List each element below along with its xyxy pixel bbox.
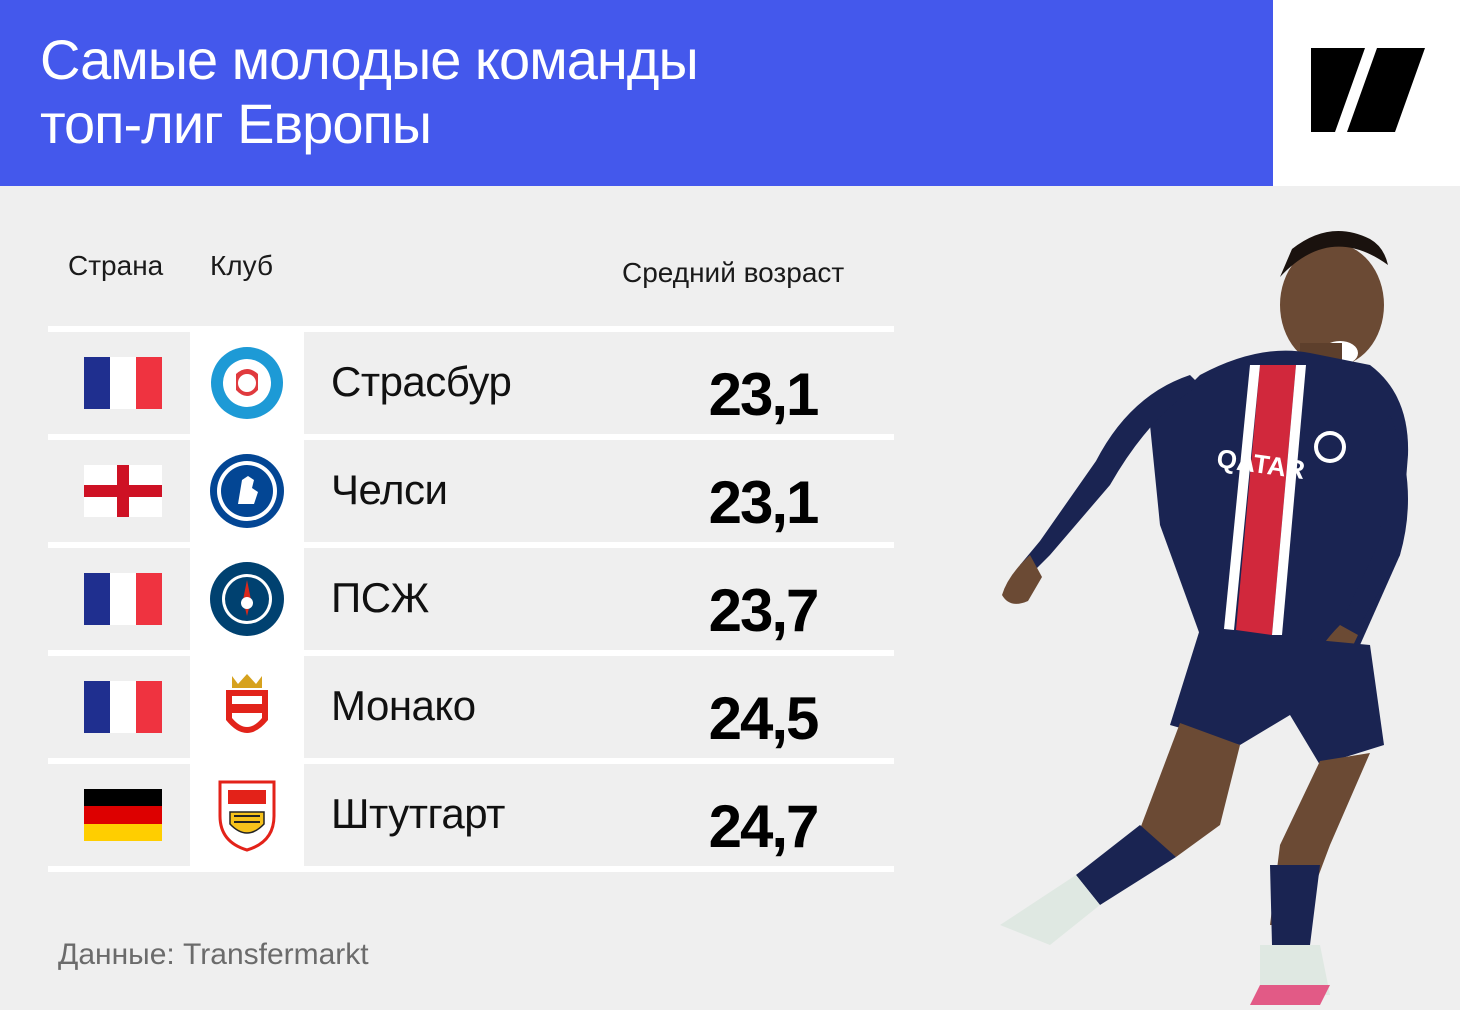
club-name: Страсбур <box>331 358 512 405</box>
club-name: ПСЖ <box>331 574 429 621</box>
france-flag-icon <box>84 681 162 733</box>
column-header-avg-age: Средний возраст <box>622 257 845 288</box>
column-header-country: Страна <box>68 250 164 281</box>
country-cell <box>48 656 190 758</box>
brand-logo-icon <box>1311 48 1425 132</box>
data-source-note: Данные: Transfermarkt <box>58 938 369 971</box>
ranking-table: Страсбур 23,1 Челси 23,1 <box>48 326 894 872</box>
psg-crest-icon <box>210 562 284 636</box>
title-line-2: топ-лиг Европы <box>40 92 432 155</box>
germany-flag-icon <box>84 789 162 841</box>
country-cell <box>48 332 190 434</box>
club-name: Монако <box>331 682 476 729</box>
column-header-club: Клуб <box>210 250 273 281</box>
stuttgart-crest-icon <box>218 780 276 852</box>
crest-cell <box>190 548 304 650</box>
england-flag-icon <box>84 465 162 517</box>
header-banner: Самые молодые команды топ-лиг Европы <box>0 0 1273 186</box>
crest-cell <box>190 656 304 758</box>
player-photo: QATAR <box>1000 231 1409 1005</box>
club-name: Штутгарт <box>331 790 505 837</box>
france-flag-icon <box>84 357 162 409</box>
avg-age-value: 24,7 <box>708 793 820 860</box>
france-flag-icon <box>84 573 162 625</box>
club-name: Челси <box>331 466 448 513</box>
avg-age-value: 24,5 <box>708 685 820 752</box>
page-title: Самые молодые команды топ-лиг Европы <box>40 28 699 156</box>
chelsea-crest-icon <box>210 454 284 528</box>
avg-age-value: 23,7 <box>708 577 820 644</box>
monaco-crest-icon <box>226 674 268 733</box>
title-line-1: Самые молодые команды <box>40 28 699 91</box>
crest-cell <box>190 440 304 542</box>
crest-cell <box>190 764 304 866</box>
table-row: Штутгарт 24,7 <box>48 758 894 872</box>
table-row: Страсбур 23,1 <box>48 326 894 434</box>
avg-age-value: 23,1 <box>708 469 820 536</box>
table-row: ПСЖ 23,7 <box>48 542 894 650</box>
table-row: Челси 23,1 <box>48 434 894 542</box>
country-cell <box>48 548 190 650</box>
brand-logo <box>1273 0 1460 186</box>
country-cell <box>48 764 190 866</box>
crest-cell <box>190 332 304 434</box>
strasbourg-crest-icon <box>211 347 283 419</box>
table-row: Монако 24,5 <box>48 650 894 758</box>
avg-age-value: 23,1 <box>708 361 820 428</box>
country-cell <box>48 440 190 542</box>
